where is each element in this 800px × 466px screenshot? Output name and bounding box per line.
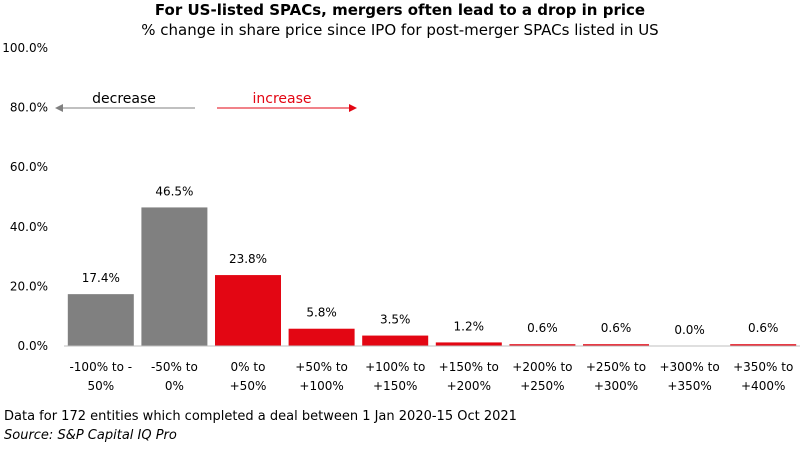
x-category-label: +350% to <box>733 360 793 374</box>
increase-annotation-label: increase <box>252 91 311 107</box>
footnote: Data for 172 entities which completed a … <box>4 409 517 424</box>
data-label: 46.5% <box>155 184 193 198</box>
x-category-label: +100% to <box>365 360 425 374</box>
y-tick-label: 0.0% <box>18 339 49 353</box>
x-category-label: +50% to <box>295 360 348 374</box>
x-category-label: 50% <box>87 379 114 393</box>
y-tick-label: 80.0% <box>10 101 48 115</box>
source-note: Source: S&P Capital IQ Pro <box>4 428 177 443</box>
x-category-label: -50% to <box>151 360 198 374</box>
data-label: 3.5% <box>380 313 411 327</box>
bar <box>583 344 649 346</box>
x-category-label: +200% <box>447 379 491 393</box>
bar <box>215 275 281 346</box>
chart-title: For US-listed SPACs, mergers often lead … <box>154 1 646 19</box>
data-label: 0.6% <box>527 321 558 335</box>
y-tick-label: 20.0% <box>10 279 48 293</box>
bar <box>509 344 576 346</box>
x-category-label: +200% to <box>512 360 572 374</box>
x-category-label: +300% <box>594 379 638 393</box>
x-category-label: +250% <box>520 379 564 393</box>
y-tick-label: 100.0% <box>2 41 48 55</box>
decrease-annotation-label: decrease <box>92 91 156 107</box>
bar <box>141 207 208 346</box>
data-label: 0.0% <box>674 323 705 337</box>
x-category-label: 0% to <box>231 360 266 374</box>
data-label: 23.8% <box>229 252 267 266</box>
data-label: 1.2% <box>454 319 485 333</box>
increase-arrow-head <box>349 104 357 112</box>
bar-chart: 0.0% 20.0% 40.0% 60.0% 80.0% 100.0% 17.4% -100%… <box>2 41 800 393</box>
x-category-label: +150% <box>373 379 417 393</box>
decrease-arrow-head <box>55 104 63 112</box>
bar <box>435 342 502 346</box>
x-category-label: +150% to <box>439 360 499 374</box>
data-label: 17.4% <box>82 271 120 285</box>
x-category-label: +350% <box>667 379 711 393</box>
x-category-label: +100% <box>299 379 343 393</box>
x-category-label: +300% to <box>659 360 719 374</box>
data-label: 0.6% <box>601 321 632 335</box>
x-category-label: -100% to - <box>69 360 132 374</box>
chart-subtitle: % change in share price since IPO for po… <box>141 21 659 39</box>
y-tick-label: 60.0% <box>10 160 48 174</box>
bar <box>362 335 429 346</box>
x-category-label: +50% <box>230 379 267 393</box>
bar <box>730 344 797 346</box>
data-label: 5.8% <box>306 306 337 320</box>
x-category-label: 0% <box>165 379 184 393</box>
bar <box>288 328 355 346</box>
x-category-label: +250% to <box>586 360 646 374</box>
data-label: 0.6% <box>748 321 779 335</box>
x-category-label: +400% <box>741 379 785 393</box>
bar <box>67 294 134 346</box>
y-tick-label: 40.0% <box>10 220 48 234</box>
